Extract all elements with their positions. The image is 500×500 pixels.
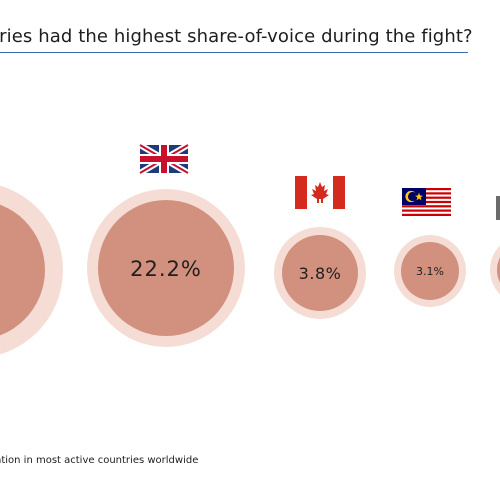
value-label-3: 3.8%: [299, 264, 342, 283]
bubble-4-core: [401, 242, 459, 300]
malaysia-flag-icon: [402, 188, 451, 218]
value-label-2: 22.2%: [130, 257, 202, 281]
bubble-2-core: [98, 200, 234, 336]
bubble-5-halo: [490, 245, 500, 295]
footnote: sation in most active countries worldwid…: [0, 455, 199, 466]
bubble-3-core: [282, 235, 358, 311]
bubble-4: [394, 235, 466, 307]
bubble-5-core: [497, 257, 500, 283]
chart-title: tries had the highest share-of-voice dur…: [0, 26, 473, 47]
bubble-5: [490, 245, 500, 295]
bubble-1: [0, 185, 63, 355]
canada-flag-icon: [295, 176, 345, 209]
value-label-4: 3.1%: [416, 265, 444, 278]
bubble-3: [274, 227, 366, 319]
unknown-flag-icon: [496, 196, 500, 220]
title-rule: [0, 52, 468, 53]
bubble-1-core: [0, 204, 45, 336]
uk-flag-icon: [138, 142, 190, 176]
bubble-2: [87, 189, 245, 347]
